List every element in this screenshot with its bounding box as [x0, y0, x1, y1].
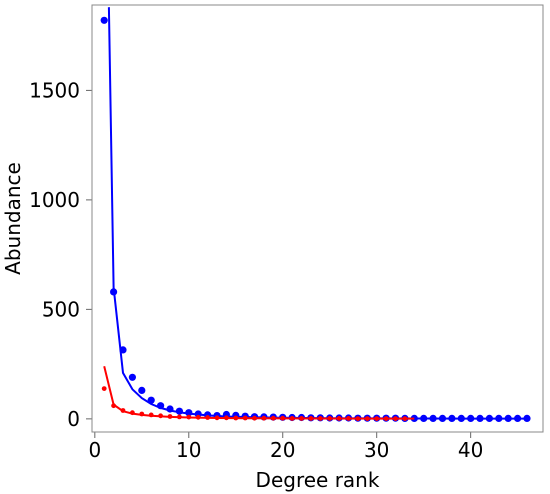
data-point-series-1 — [119, 346, 127, 354]
data-point-series-1 — [110, 288, 118, 296]
data-point-series-2 — [289, 416, 295, 421]
data-point-series-2 — [233, 415, 239, 421]
plot-marks — [100, 7, 531, 422]
x-axis-ticks: 0 10 20 30 40 — [88, 432, 483, 462]
y-tick-label: 1000 — [29, 188, 80, 212]
data-point-series-2 — [252, 415, 257, 421]
data-point-series-2 — [158, 413, 164, 419]
data-point-series-1 — [420, 414, 428, 422]
data-point-series-1 — [147, 396, 155, 404]
data-point-series-1 — [504, 414, 512, 422]
data-point-series-1 — [166, 405, 174, 413]
data-point-series-2 — [111, 403, 116, 409]
data-point-series-1 — [157, 402, 165, 410]
x-tick-label: 30 — [364, 438, 389, 462]
y-tick-label: 1500 — [29, 78, 80, 102]
data-point-series-1 — [476, 414, 484, 422]
data-point-series-2 — [242, 415, 248, 421]
data-point-series-2 — [317, 416, 323, 421]
data-point-series-2 — [167, 414, 173, 419]
data-point-series-2 — [364, 416, 370, 421]
data-point-series-2 — [205, 415, 211, 420]
y-tick-label: 500 — [42, 297, 80, 321]
fit-line-series-2 — [103, 366, 415, 420]
data-point-series-2 — [374, 416, 380, 421]
data-point-series-2 — [355, 416, 361, 421]
data-point-series-2 — [214, 415, 220, 421]
data-point-series-2 — [261, 415, 267, 421]
fit-line-series-1 — [107, 7, 527, 420]
y-tick-label: 0 — [67, 407, 80, 431]
data-point-series-2 — [336, 416, 342, 421]
data-point-series-2 — [148, 412, 154, 418]
data-point-series-2 — [139, 411, 145, 417]
data-point-series-1 — [100, 16, 108, 24]
data-point-series-1 — [185, 409, 193, 417]
x-tick-label: 0 — [88, 438, 101, 462]
data-point-series-2 — [383, 416, 389, 421]
data-point-series-2 — [270, 415, 276, 421]
data-point-series-2 — [130, 410, 135, 416]
data-point-series-1 — [523, 414, 531, 422]
x-tick-label: 10 — [176, 438, 201, 462]
data-point-series-1 — [175, 407, 183, 415]
data-point-series-2 — [186, 414, 192, 420]
data-point-series-2 — [224, 415, 229, 421]
data-point-series-2 — [393, 416, 398, 421]
data-point-series-2 — [280, 415, 286, 421]
data-point-series-1 — [128, 373, 136, 381]
data-point-series-1 — [495, 414, 503, 422]
data-point-series-2 — [299, 416, 304, 421]
data-point-series-2 — [101, 386, 107, 391]
data-point-series-1 — [485, 414, 493, 422]
x-tick-label: 40 — [458, 438, 483, 462]
x-axis-label: Degree rank — [256, 468, 380, 492]
y-axis-label: Abundance — [1, 162, 25, 275]
plot-frame — [91, 4, 544, 433]
data-point-series-2 — [177, 414, 182, 420]
data-point-series-2 — [327, 416, 333, 421]
data-point-series-1 — [467, 414, 475, 422]
data-point-series-1 — [448, 414, 456, 422]
data-point-series-2 — [308, 416, 314, 421]
data-point-series-1 — [457, 414, 465, 422]
data-point-series-1 — [438, 414, 447, 422]
data-point-series-2 — [402, 416, 408, 421]
data-point-series-1 — [514, 414, 522, 422]
x-tick-label: 20 — [270, 438, 295, 462]
data-point-series-1 — [138, 386, 146, 394]
data-point-series-2 — [195, 414, 201, 420]
y-axis-ticks: 0 500 1000 1500 — [29, 78, 92, 431]
data-point-series-2 — [346, 416, 351, 421]
data-point-series-2 — [120, 408, 126, 413]
data-point-series-1 — [429, 414, 437, 422]
